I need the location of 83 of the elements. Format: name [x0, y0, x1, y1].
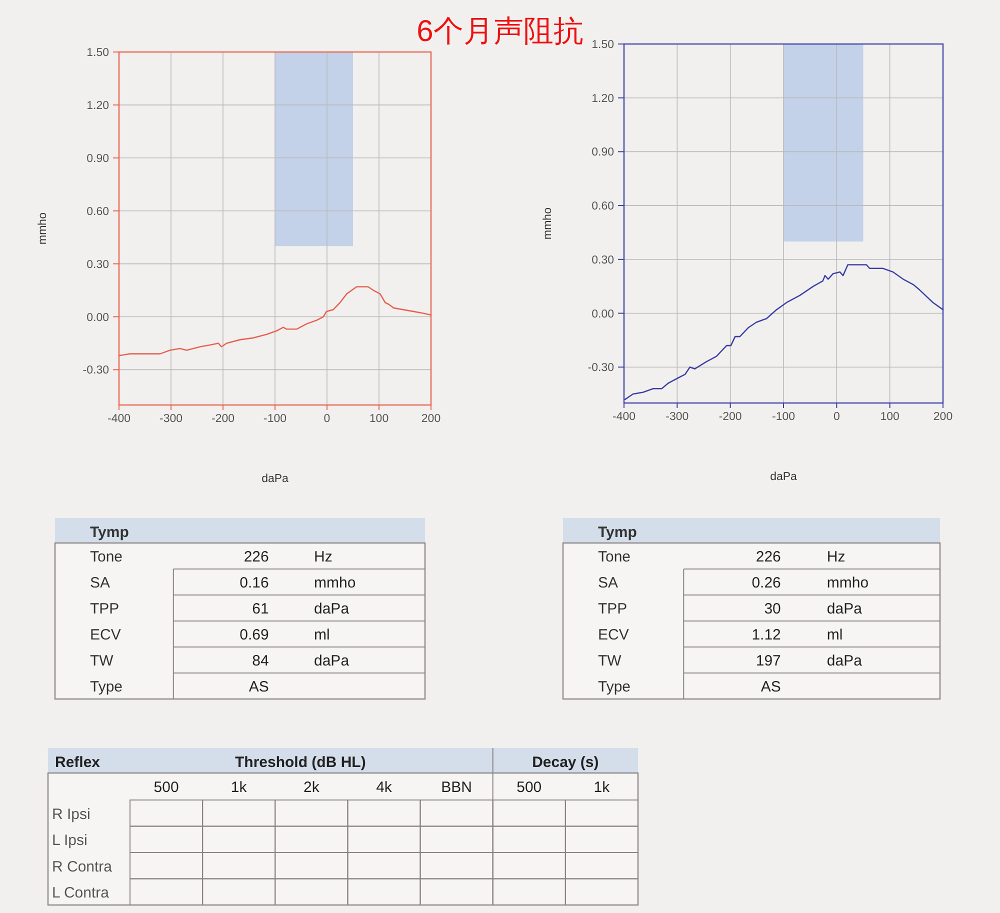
- x-tick-label: 0: [833, 411, 840, 423]
- cell-value: 197: [756, 652, 781, 670]
- row-label: Type: [598, 678, 631, 696]
- row-label: TPP: [598, 600, 628, 618]
- column-label: 1k: [230, 779, 247, 796]
- row-label: SA: [598, 574, 618, 592]
- column-label: 500: [516, 779, 542, 796]
- y-tick-label: 0.00: [592, 308, 614, 320]
- cell-value: 30: [764, 600, 781, 618]
- cell-unit: mmho: [314, 574, 356, 592]
- x-tick-label: 200: [933, 411, 953, 423]
- row-label: TW: [90, 652, 114, 670]
- x-tick-label: -300: [159, 413, 183, 425]
- y-tick-label: 1.50: [86, 47, 109, 59]
- y-tick-label: 0.60: [86, 206, 109, 218]
- cell-unit: daPa: [314, 652, 350, 670]
- page-title: 6个月声阻抗: [416, 15, 584, 48]
- cell-value: AS: [760, 678, 781, 696]
- cell-unit: ml: [826, 626, 843, 644]
- table-title: Tymp: [598, 524, 637, 541]
- y-tick-label: 0.60: [592, 200, 614, 213]
- row-label: Type: [90, 678, 123, 696]
- x-axis-title: daPa: [262, 473, 288, 485]
- cell-unit: daPa: [826, 600, 862, 618]
- x-tick-label: -100: [263, 413, 287, 425]
- row-label: R Ipsi: [52, 806, 90, 823]
- cell-unit: Hz: [314, 548, 332, 566]
- x-tick-label: 0: [324, 413, 330, 425]
- x-tick-label: 100: [369, 413, 389, 425]
- x-tick-label: -200: [211, 413, 235, 425]
- y-tick-label: 1.20: [592, 92, 614, 105]
- y-tick-label: 0.90: [86, 152, 109, 165]
- x-tick-label: 100: [880, 411, 900, 423]
- y-tick-label: 0.30: [592, 254, 614, 266]
- y-tick-label: 1.20: [86, 100, 109, 112]
- y-tick-label: -0.30: [82, 364, 109, 377]
- row-label: R Contra: [52, 858, 112, 876]
- column-label: BBN: [441, 779, 472, 796]
- cell-value: 61: [252, 600, 269, 618]
- row-label: Tone: [90, 548, 123, 566]
- table-title: Reflex: [55, 754, 100, 771]
- cell-value: 84: [252, 652, 269, 670]
- y-axis-title: mmho: [37, 212, 49, 244]
- cell-unit: daPa: [826, 652, 862, 670]
- row-label: ECV: [90, 626, 121, 644]
- row-label: L Contra: [52, 884, 109, 902]
- x-tick-label: -100: [772, 411, 796, 423]
- y-tick-label: 0.00: [86, 312, 109, 324]
- cell-value: 226: [756, 548, 781, 566]
- y-tick-label: 1.50: [592, 39, 614, 51]
- row-label: L Ipsi: [52, 832, 88, 850]
- cell-unit: daPa: [314, 600, 350, 618]
- row-label: ECV: [598, 626, 629, 644]
- column-label: 2k: [304, 779, 320, 796]
- row-label: Tone: [598, 548, 631, 566]
- y-tick-label: 0.90: [592, 146, 614, 159]
- cell-value: 226: [244, 548, 269, 566]
- cell-value: 0.16: [240, 574, 269, 592]
- x-tick-label: -400: [107, 413, 131, 425]
- y-tick-label: 0.30: [86, 258, 109, 271]
- column-label: 4k: [376, 779, 392, 796]
- row-label: TW: [598, 652, 622, 670]
- row-label: TPP: [90, 600, 120, 618]
- column-group-title: Threshold (dB HL): [235, 754, 366, 771]
- table-title: Tymp: [90, 524, 129, 541]
- cell-unit: mmho: [826, 574, 869, 592]
- x-tick-label: -400: [612, 411, 636, 423]
- cell-value: 1.12: [752, 626, 781, 644]
- y-tick-label: -0.30: [588, 362, 614, 374]
- y-axis-title: mmho: [542, 208, 554, 240]
- x-tick-label: 200: [421, 413, 441, 425]
- x-tick-label: -300: [666, 411, 689, 423]
- column-group-title: Decay (s): [532, 754, 599, 771]
- row-label: SA: [90, 574, 110, 592]
- x-axis-title: daPa: [770, 471, 797, 483]
- cell-unit: Hz: [826, 548, 846, 566]
- cell-unit: ml: [314, 626, 330, 644]
- x-tick-label: -200: [718, 411, 742, 423]
- column-label: 1k: [594, 779, 610, 796]
- cell-value: 0.26: [752, 574, 781, 592]
- column-label: 500: [154, 779, 179, 796]
- cell-value: AS: [248, 678, 269, 696]
- cell-value: 0.69: [240, 626, 269, 644]
